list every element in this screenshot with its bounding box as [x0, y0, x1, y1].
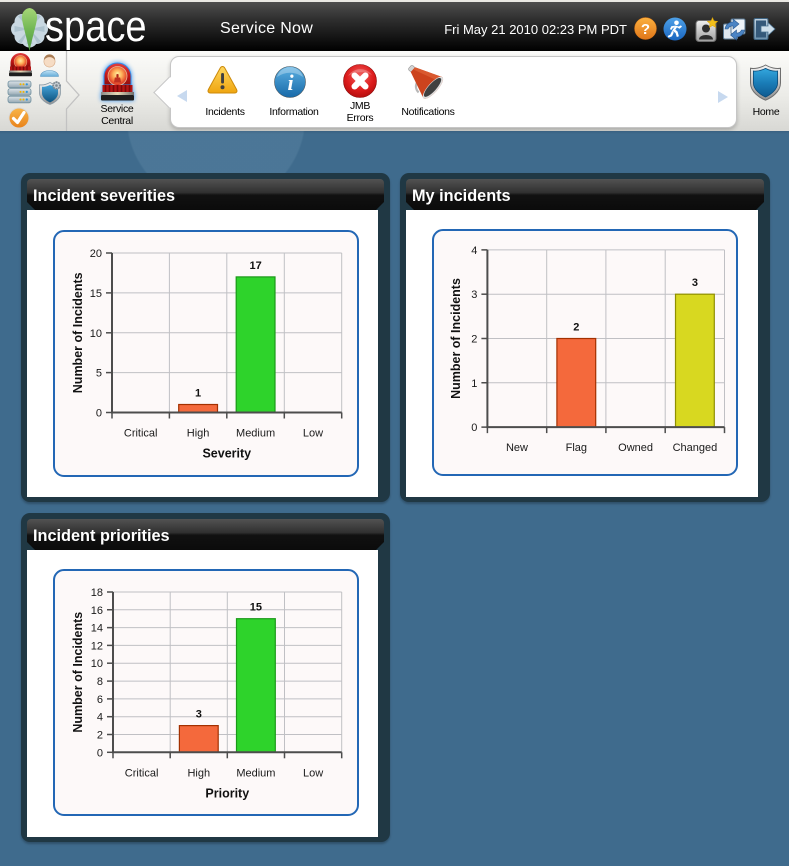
svg-text:High: High — [187, 767, 210, 779]
svg-text:0: 0 — [471, 422, 477, 434]
svg-text:2: 2 — [573, 322, 579, 334]
svg-text:Flag: Flag — [566, 442, 587, 454]
svg-text:15: 15 — [250, 602, 262, 614]
svg-text:Number of Incidents: Number of Incidents — [71, 272, 85, 393]
svg-text:10: 10 — [91, 658, 103, 670]
svg-text:8: 8 — [97, 676, 103, 688]
svg-text:Number of Incidents: Number of Incidents — [71, 612, 85, 733]
svg-text:1: 1 — [195, 388, 201, 400]
svg-text:Medium: Medium — [236, 428, 275, 440]
svg-text:17: 17 — [249, 260, 261, 272]
svg-text:0: 0 — [97, 747, 103, 759]
svg-text:Critical: Critical — [125, 767, 159, 779]
svg-text:Number of Incidents: Number of Incidents — [449, 278, 463, 399]
svg-text:Medium: Medium — [236, 767, 275, 779]
svg-text:3: 3 — [196, 709, 202, 721]
svg-text:Low: Low — [303, 767, 323, 779]
svg-text:3: 3 — [692, 277, 698, 289]
svg-text:5: 5 — [96, 368, 102, 380]
svg-text:Changed: Changed — [673, 442, 718, 454]
svg-text:3: 3 — [471, 289, 477, 301]
svg-text:Low: Low — [303, 428, 323, 440]
svg-text:New: New — [506, 442, 528, 454]
svg-text:High: High — [187, 428, 210, 440]
svg-text:15: 15 — [90, 288, 102, 300]
svg-text:Critical: Critical — [124, 428, 158, 440]
svg-text:i: i — [287, 70, 294, 95]
svg-text:10: 10 — [90, 328, 102, 340]
svg-text:Severity: Severity — [202, 447, 251, 461]
svg-text:4: 4 — [471, 245, 477, 257]
svg-text:0: 0 — [96, 408, 102, 420]
svg-text:6: 6 — [97, 694, 103, 706]
svg-text:2: 2 — [97, 730, 103, 742]
svg-text:Priority: Priority — [205, 786, 249, 800]
svg-text:Owned: Owned — [618, 442, 653, 454]
svg-text:20: 20 — [90, 248, 102, 260]
svg-text:1: 1 — [471, 378, 477, 390]
svg-text:16: 16 — [91, 605, 103, 617]
svg-text:2: 2 — [471, 334, 477, 346]
svg-text:?: ? — [641, 21, 650, 38]
svg-text:12: 12 — [91, 640, 103, 652]
svg-text:18: 18 — [91, 587, 103, 599]
svg-text:4: 4 — [97, 712, 103, 724]
svg-text:14: 14 — [91, 623, 103, 635]
